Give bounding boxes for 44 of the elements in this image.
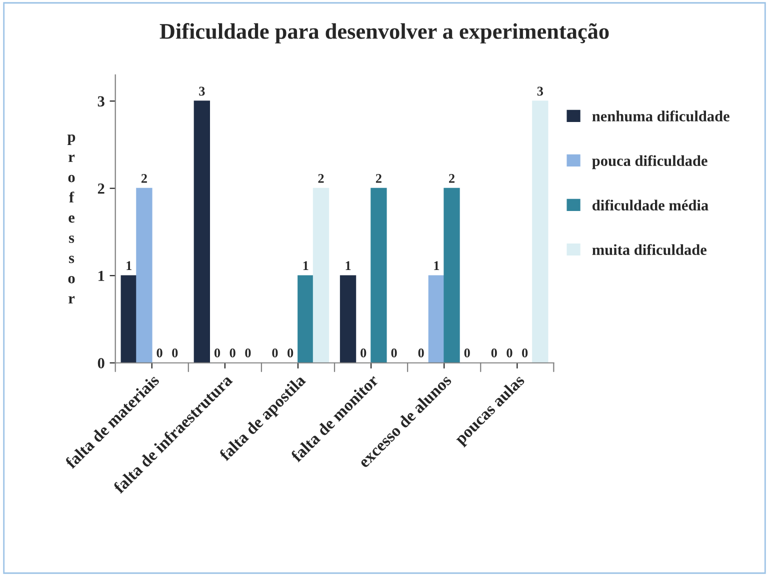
data-label: 0 [522,348,528,358]
bar [370,188,387,363]
data-label: 2 [141,174,147,183]
bar [428,275,445,363]
bar [120,275,137,363]
legend-label: pouca dificuldade [592,155,708,170]
data-label: 0 [418,348,424,358]
legend-label: dificuldade média [592,200,708,211]
bar [194,100,210,363]
bar [340,275,356,363]
data-label: 0 [506,348,512,358]
data-label: 0 [214,348,220,358]
data-label: 0 [245,348,251,358]
data-label: 1 [434,261,440,270]
bar [298,275,314,363]
bar [532,100,548,363]
data-label: 0 [272,348,278,358]
legend-label: muita dificuldade [592,244,707,256]
y-tick-label: 0 [98,358,104,368]
legend-label: nenhuma dificuldade [592,110,730,122]
bar [444,188,460,363]
data-label: 1 [126,261,132,270]
data-label: 0 [156,348,162,358]
data-label: 0 [391,348,397,358]
y-tick-label: 1 [98,270,104,281]
data-label: 0 [172,348,178,358]
data-label: 0 [360,348,366,358]
data-label: 2 [376,174,382,183]
data-label: 0 [464,348,470,358]
data-label: 2 [449,174,454,183]
data-label: 0 [491,348,497,358]
data-label: 3 [537,86,544,96]
data-label: 1 [346,261,351,270]
y-tick-label: 2 [98,184,104,194]
bar [312,188,330,363]
text: professor [67,134,76,304]
y-tick-label: 3 [98,96,104,107]
data-label: 0 [230,348,236,358]
data-label: 1 [303,261,308,270]
bar [136,188,152,363]
chart-title: Dificuldade para desenvolver a experimentação [160,23,609,44]
data-label: 3 [199,86,205,96]
data-label: 2 [318,174,324,183]
data-label: 0 [288,348,294,358]
